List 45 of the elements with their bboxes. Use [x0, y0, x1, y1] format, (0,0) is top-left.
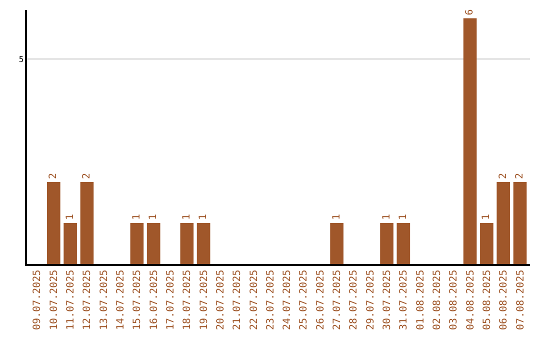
x-tick-label: 11.07.2025 — [66, 270, 77, 330]
x-tick-label: 09.07.2025 — [32, 270, 44, 330]
data-label: 1 — [131, 214, 142, 220]
x-tick-label: 23.07.2025 — [265, 270, 276, 330]
x-tick-label: 27.07.2025 — [332, 270, 344, 330]
x-tick-label: 14.07.2025 — [116, 270, 127, 330]
x-tick-label: 29.07.2025 — [365, 270, 376, 330]
x-tick-label: 25.07.2025 — [298, 270, 310, 330]
x-tick-label: 21.07.2025 — [232, 270, 244, 330]
x-tick-label: 02.08.2025 — [432, 270, 443, 330]
x-tick-label: 05.08.2025 — [482, 270, 493, 330]
x-tick-label: 07.08.2025 — [515, 270, 526, 330]
y-tick-label: 5 — [18, 54, 24, 64]
data-label: 1 — [481, 214, 492, 220]
x-tick-label: 17.07.2025 — [165, 270, 176, 330]
data-label: 1 — [381, 214, 392, 220]
data-label: 2 — [81, 173, 92, 180]
x-tick-label: 26.07.2025 — [315, 270, 326, 330]
data-label: 2 — [514, 173, 526, 180]
x-tick-label: 22.07.2025 — [248, 270, 260, 330]
x-tick-label: 30.07.2025 — [382, 270, 394, 330]
x-tick-label: 06.08.2025 — [498, 270, 510, 330]
x-tick-label: 12.07.2025 — [82, 270, 94, 330]
x-tick-label: 01.08.2025 — [415, 270, 426, 330]
x-tick-label: 16.07.2025 — [148, 270, 160, 330]
data-label: 2 — [498, 173, 509, 180]
x-tick-label: 19.07.2025 — [198, 270, 210, 330]
x-tick-label: 20.07.2025 — [215, 270, 226, 330]
data-label: 1 — [148, 214, 160, 220]
data-label: 1 — [398, 214, 409, 220]
data-label: 1 — [331, 214, 342, 220]
data-label: 1 — [198, 214, 210, 220]
x-tick-label: 03.08.2025 — [448, 270, 460, 330]
x-tick-label: 28.07.2025 — [348, 270, 360, 330]
x-tick-label: 13.07.2025 — [98, 270, 110, 330]
x-tick-label: 31.07.2025 — [398, 270, 410, 330]
x-tick-label: 04.08.2025 — [465, 270, 476, 330]
x-tick-label: 15.07.2025 — [132, 270, 144, 330]
data-label: 1 — [181, 214, 192, 220]
x-tick-label: 10.07.2025 — [48, 270, 60, 330]
x-tick-label: 18.07.2025 — [182, 270, 194, 330]
data-label: 6 — [464, 9, 476, 16]
data-label: 1 — [64, 214, 76, 220]
data-label: 2 — [48, 173, 60, 180]
x-tick-label: 24.07.2025 — [282, 270, 294, 330]
